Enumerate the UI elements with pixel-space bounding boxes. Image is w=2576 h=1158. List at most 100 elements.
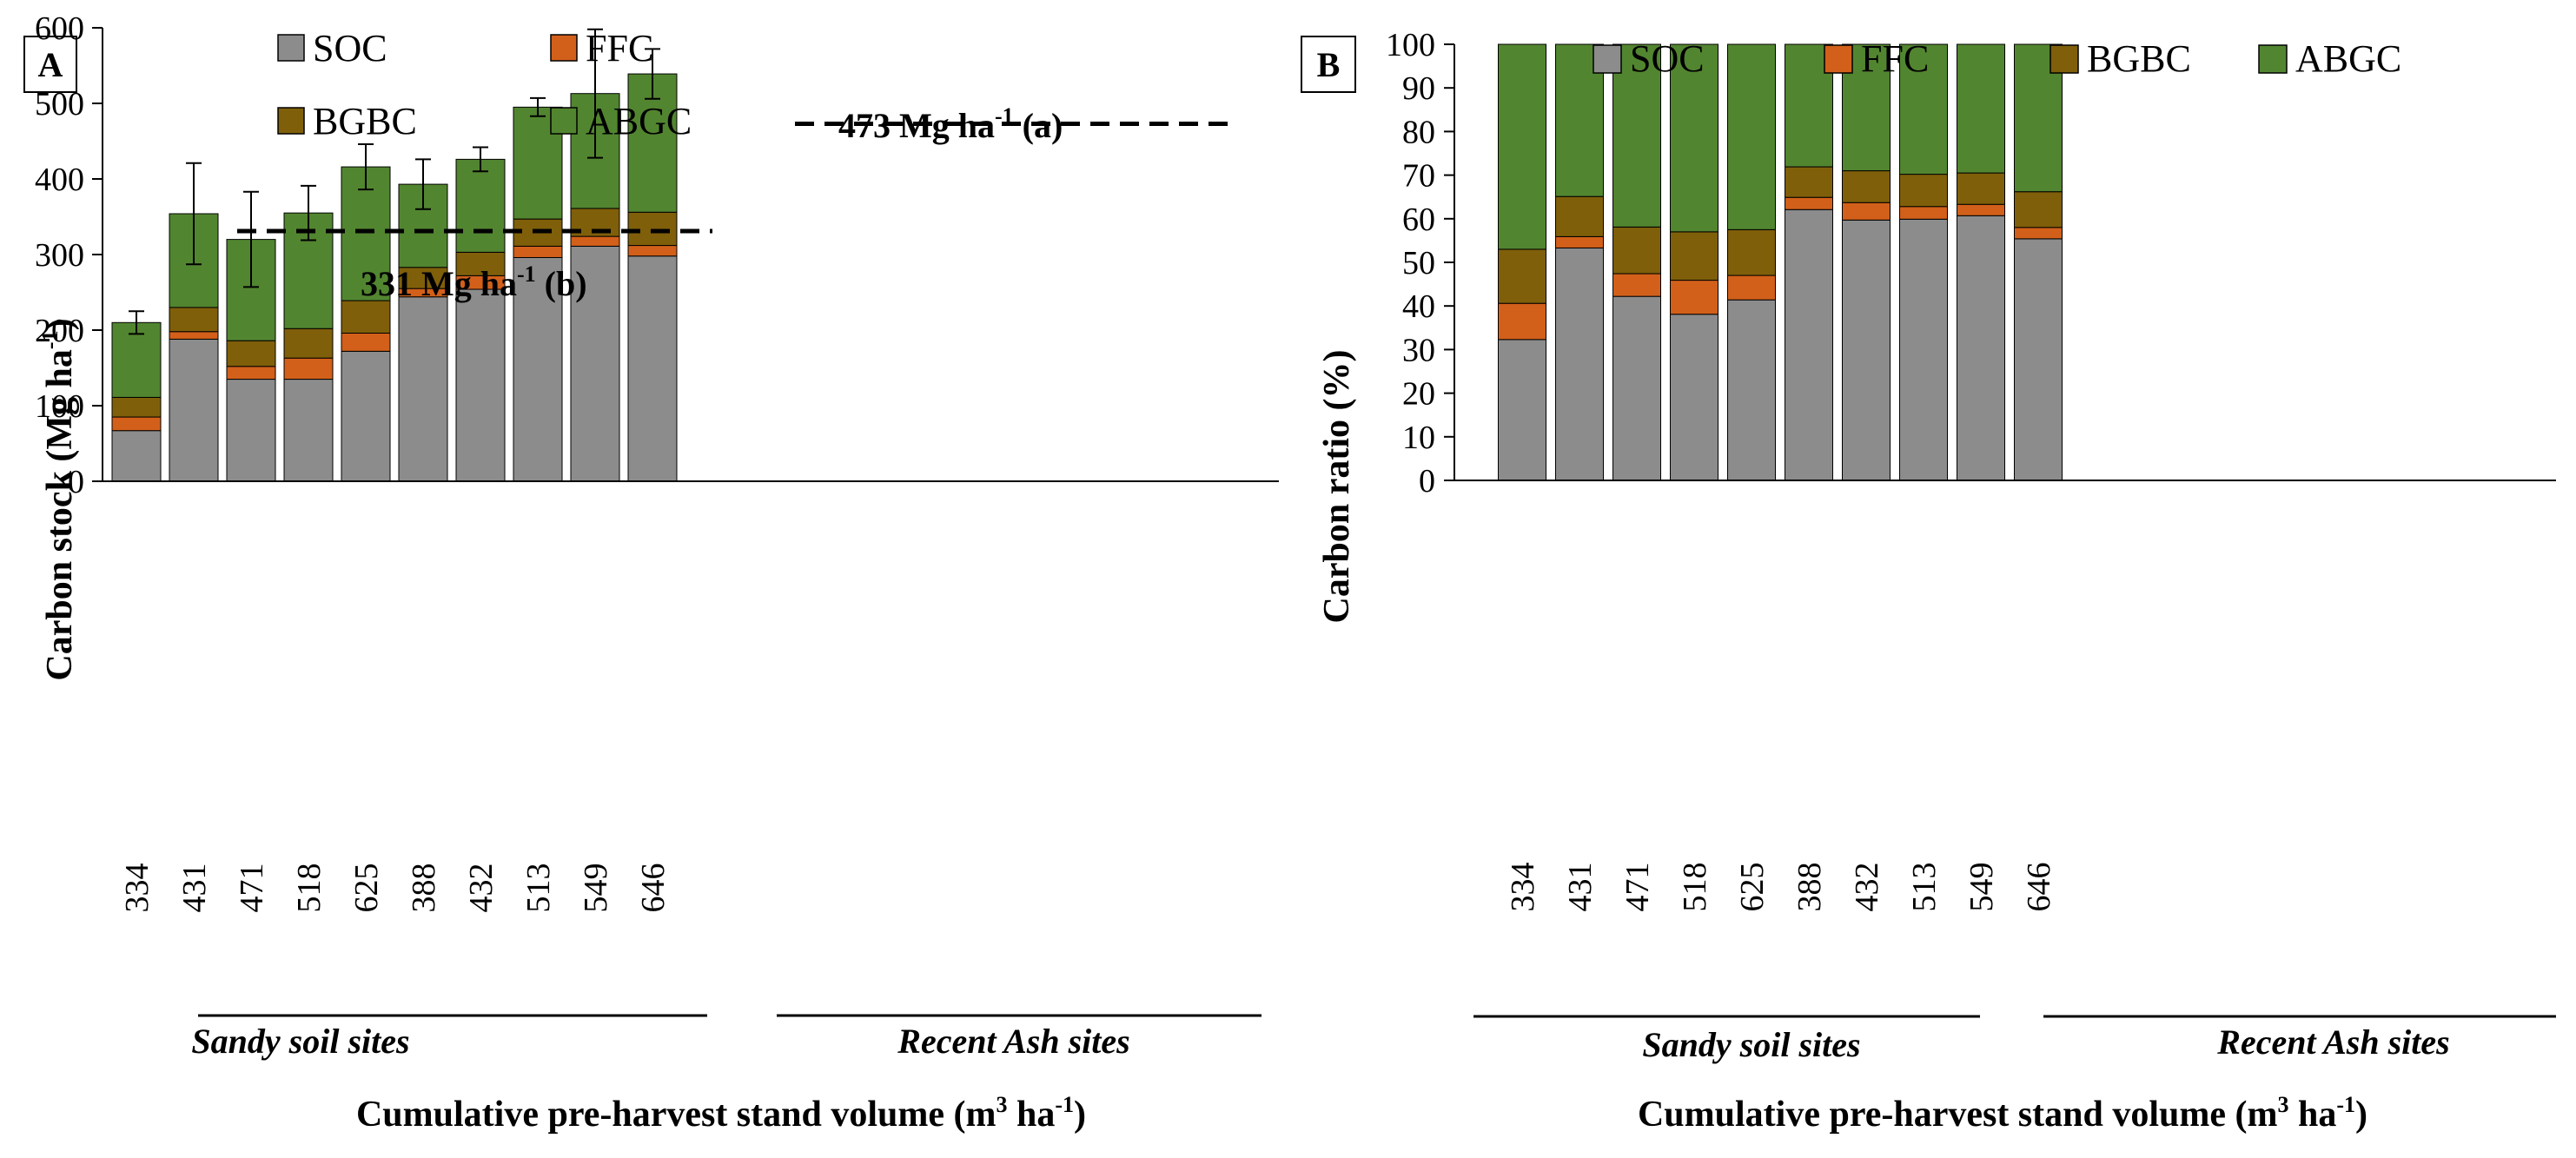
panel-b-legend-swatch-bgbc: [2050, 44, 2079, 74]
panel-a-y-tick-label: 200: [35, 313, 84, 349]
panel-b: B Carbon ratio (%) 0 10 20 30 40 50 60 70 80 90 10…: [1301, 27, 2556, 1135]
panel-a-legend-swatch-ffc: [550, 34, 578, 62]
panel-a-legend-label-soc: SOC: [313, 27, 387, 69]
panel-a-bar-ffc-549: [570, 235, 620, 247]
panel-b-x-tick-label-513: 513: [1906, 863, 1943, 912]
panel-a-bar-bgbc-432: [455, 251, 506, 276]
panel-b-bar-ffc-518: [1670, 280, 1718, 315]
panel-b-bar-ffc-388: [1785, 196, 1833, 210]
panel-b-bar-abgc-518: [1670, 43, 1718, 233]
panel-b-x-tick-label-646: 646: [2021, 863, 2057, 912]
panel-a-bar-ffc-334: [111, 416, 162, 432]
panel-b-bar-soc-625: [1727, 299, 1776, 481]
panel-b-group-label-ash: Recent Ash sites: [2216, 1022, 2449, 1062]
panel-b-bar-ffc-549: [1957, 203, 2005, 216]
panel-b-bar-ffc-625: [1727, 275, 1776, 301]
panel-b-y-tick-label: 40: [1402, 288, 1435, 325]
panel-b-legend-label-abgc: ABGC: [2295, 37, 2401, 80]
panel-b-bar-bgbc-625: [1727, 228, 1776, 276]
panel-b-legend: SOC FFC BGBC ABGC: [1593, 37, 2401, 80]
panel-a-y-tick-label: 600: [35, 10, 84, 47]
panel-a-y-tick-label: 300: [35, 237, 84, 274]
panel-a-x-tick-label-471: 471: [234, 864, 270, 913]
panel-b-axes: 0 10 20 30 40 50 60 70 80 90 100 334 431 471 518 625 388…: [1386, 27, 2556, 1018]
panel-a-x-tick-label-646: 646: [635, 864, 672, 913]
panel-a-bar-soc-625: [341, 350, 391, 482]
panel-b-x-tick-label-388: 388: [1791, 863, 1828, 912]
panel-b-x-tick-label-432: 432: [1849, 863, 1885, 912]
panel-b-bar-abgc-549: [1957, 43, 2005, 174]
panel-b-label: B: [1317, 45, 1341, 84]
panel-b-y-tick-label: 70: [1402, 158, 1435, 195]
panel-b-bar-bgbc-432: [1842, 170, 1891, 203]
panel-b-y-tick-label: 80: [1402, 114, 1435, 150]
panel-b-bar-soc-334: [1498, 339, 1546, 481]
panel-b-bar-bgbc-388: [1785, 166, 1833, 198]
panel-a-legend-swatch-abgc: [550, 107, 578, 135]
panel-b-y-tick-label: 60: [1402, 202, 1435, 238]
panel-a-bar-ffc-646: [627, 245, 678, 257]
panel-b-y-axis-title: Carbon ratio (%): [1317, 350, 1357, 624]
panel-b-bar-bgbc-646: [2014, 191, 2063, 228]
panel-b-bars: [1498, 43, 2063, 481]
panel-a-bar-abgc-334: [111, 321, 162, 398]
panel-a-bar-bgbc-334: [111, 396, 162, 418]
panel-a: A Carbon stock (Mg ha-1) 0 100 200 300 400 50…: [23, 10, 1279, 1135]
panel-a-bar-bgbc-388: [398, 267, 448, 289]
panel-b-bar-bgbc-549: [1957, 172, 2005, 205]
panel-b-bar-ffc-646: [2014, 227, 2063, 240]
panel-a-bar-bgbc-625: [341, 300, 391, 334]
panel-a-x-tick-label-513: 513: [520, 864, 557, 913]
panel-a-bar-bgbc-431: [169, 307, 219, 333]
panel-a-bars: [111, 28, 1228, 482]
panel-b-bar-abgc-471: [1612, 43, 1661, 228]
panel-a-bar-ffc-513: [513, 245, 563, 258]
panel-b-x-tick-label-471: 471: [1619, 863, 1656, 912]
panel-b-y-tick-label: 0: [1419, 463, 1435, 500]
panel-a-y-tick-label: 0: [68, 464, 84, 500]
panel-b-x-tick-label-625: 625: [1734, 863, 1771, 912]
panel-a-bar-soc-549: [570, 245, 620, 482]
panel-a-legend-swatch-soc: [277, 34, 305, 62]
panel-b-bar-soc-513: [1899, 218, 1948, 481]
panel-b-bar-soc-432: [1842, 219, 1891, 481]
panel-b-bar-soc-471: [1612, 295, 1661, 481]
panel-a-bar-soc-646: [627, 255, 678, 482]
panel-a-bar-soc-513: [513, 256, 563, 482]
panel-b-legend-label-soc: SOC: [1630, 37, 1705, 80]
panel-a-bar-soc-432: [455, 288, 506, 482]
panel-b-bar-soc-388: [1785, 208, 1833, 481]
panel-b-y-tick-label: 50: [1402, 245, 1435, 281]
panel-b-bar-soc-549: [1957, 215, 2005, 481]
panel-a-bar-ffc-431: [169, 331, 219, 340]
panel-b-x-tick-label-549: 549: [1963, 863, 2000, 912]
panel-a-x-tick-label-388: 388: [406, 864, 442, 913]
panel-a-y-tick-label: 500: [35, 86, 84, 122]
panel-b-y-tick-label: 100: [1386, 27, 1435, 63]
panel-a-group-label-sandy: Sandy soil sites: [191, 1022, 409, 1061]
panel-a-axes: 0 100 200 300 400 500 600 334 431 471 518 625 388 432…: [35, 10, 1279, 1017]
panel-a-bar-bgbc-646: [627, 211, 678, 247]
panel-b-group-label-sandy: Sandy soil sites: [1642, 1025, 1860, 1064]
panel-a-legend: SOC FFC BGBC ABGC: [277, 27, 692, 142]
panel-a-x-axis-title: Cumulative pre-harvest stand volume (m3 …: [356, 1092, 1086, 1135]
panel-a-legend-label-bgbc: BGBC: [313, 100, 417, 142]
panel-a-bar-soc-518: [283, 379, 334, 482]
panel-a-ref-label-sandy: 331 Mg ha-1 (b): [361, 261, 587, 303]
panel-a-label-box: [23, 36, 77, 93]
panel-b-bar-ffc-471: [1612, 273, 1661, 297]
panel-a-bar-ffc-471: [226, 366, 276, 380]
panel-b-bar-soc-431: [1555, 247, 1604, 481]
panel-b-bar-bgbc-334: [1498, 248, 1546, 304]
panel-a-x-tick-label-549: 549: [578, 864, 614, 913]
panel-b-bar-abgc-334: [1498, 43, 1546, 250]
panel-b-y-tick-label: 90: [1402, 70, 1435, 107]
panel-b-bar-bgbc-513: [1899, 174, 1948, 208]
panel-b-legend-swatch-ffc: [1824, 44, 1853, 74]
panel-b-x-axis-title: Cumulative pre-harvest stand volume (m3 …: [1638, 1092, 2367, 1135]
panel-b-legend-label-ffc: FFC: [1861, 37, 1929, 80]
panel-b-x-tick-label-334: 334: [1505, 863, 1541, 912]
panel-b-legend-swatch-soc: [1593, 44, 1622, 74]
panel-b-legend-swatch-abgc: [2258, 44, 2288, 74]
